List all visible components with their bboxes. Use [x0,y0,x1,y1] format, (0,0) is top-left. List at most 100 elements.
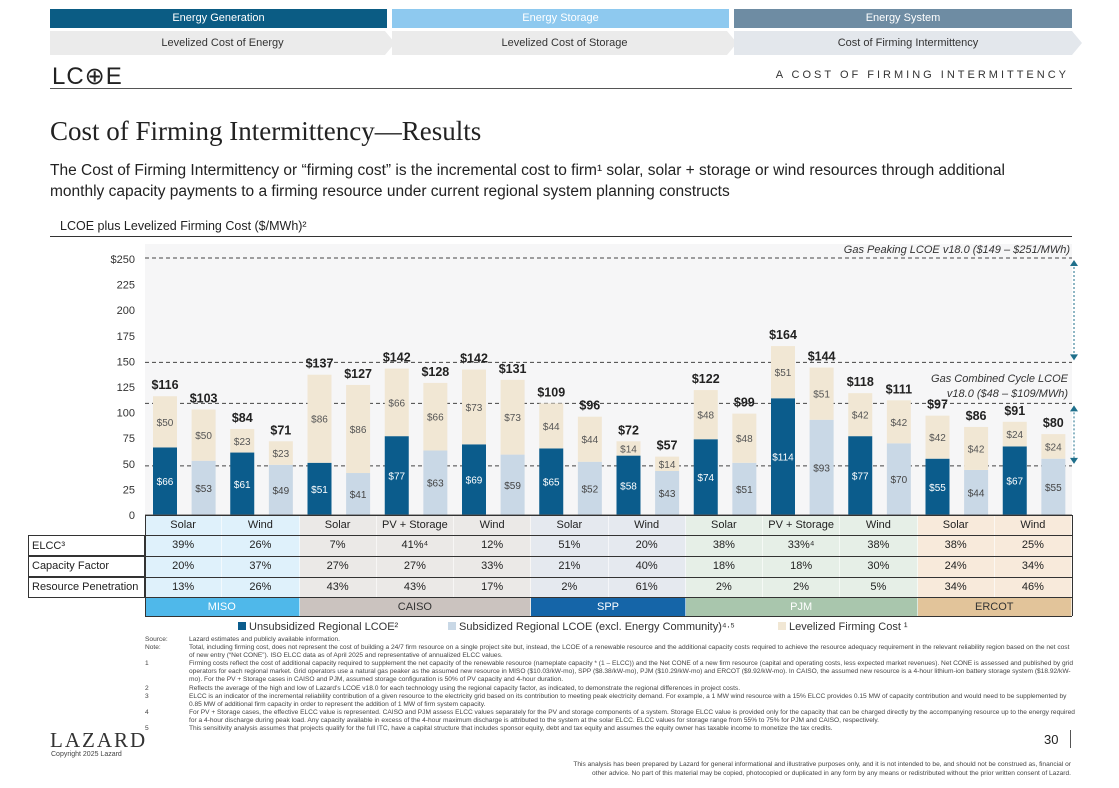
gas-cc-label: v18.0 ($48 – $109/MWh) [947,388,1068,400]
bar-total-label: $137 [306,357,334,371]
table-cell: 46% [994,577,1072,598]
table-cell: 27% [299,556,377,577]
firming-value-label: $86 [350,425,367,436]
firming-value-label: $48 [736,434,753,445]
bar-value-label: $44 [968,488,985,499]
bar-total-label: $128 [421,365,449,379]
tech-header: Solar [531,515,609,535]
firming-value-label: $42 [968,444,985,455]
bar-unsub-base [307,462,332,515]
footnote-key: 3 [145,692,149,700]
firming-value-label: $23 [234,437,251,448]
region-label-caiso: CAISO [299,597,532,616]
footnote-text: Total, including firming cost, does not … [189,644,1070,660]
bar-value-label: $67 [1006,477,1023,488]
footnote-text: For PV + Storage cases, the effective EL… [189,708,1075,724]
bar-value-label: $53 [195,484,212,495]
bar-sub-firming [423,382,448,451]
footnote: 1 Firming costs reflect the cost of addit… [145,660,1075,684]
header-divider [50,88,1072,89]
bar-sub-base [732,462,757,515]
bar-value-label: $55 [929,483,946,494]
firming-value-label: $73 [466,403,483,414]
subtab-lcoe[interactable]: Levelized Cost of Energy [50,31,395,55]
table-cell: 21% [531,556,609,577]
lcoe-logo: LC⊕E [52,63,123,90]
bar-total-label: $111 [886,382,912,396]
bar-value-label: $51 [311,485,328,496]
bar-sub-firming [1041,434,1066,459]
legend-swatch-firming [778,622,786,630]
table-cell: 33%⁴ [763,535,841,556]
y-tick-label: 200 [117,305,135,317]
table-rule [145,616,1072,617]
firming-value-label: $42 [891,418,908,429]
bar-total-label: $127 [344,367,372,381]
bar-unsub-firming [539,403,564,449]
table-cell: 40% [608,556,686,577]
table-rule [28,597,1072,598]
bar-unsub-firming [307,374,332,463]
bar-unsub-firming [771,346,795,399]
tech-header: PV + Storage [763,515,841,535]
firming-value-label: $14 [620,444,637,455]
y-tick-label: 175 [117,331,135,343]
y-tick-label: 75 [123,433,135,445]
legend-swatch-unsubsidized [238,622,246,630]
bar-value-label: $74 [697,473,714,484]
footnote: 3 ELCC is an indicator of the incremental… [145,693,1075,709]
bar-unsub-base [1002,446,1027,515]
bar-total-label: $116 [151,378,178,392]
bar-sub-firming [191,409,216,461]
subtab-lcos[interactable]: Levelized Cost of Storage [392,31,737,55]
table-cell: 33% [454,556,532,577]
bar-value-label: $63 [427,479,444,490]
arrow-down-icon [1070,354,1078,361]
legend-label: Unsubsidized Regional LCOE² [249,621,399,633]
firming-value-label: $44 [543,422,560,433]
bar-value-label: $52 [582,484,599,495]
bar-total-label: $71 [270,423,291,437]
y-tick-label: 125 [117,382,135,394]
y-tick-label: 100 [117,408,135,420]
table-cell: 12% [454,535,532,556]
table-cell: 25% [994,535,1072,556]
table-cell: 39% [145,535,223,556]
bar-total-label: $122 [692,372,720,386]
bar-unsub-firming [1002,421,1027,447]
row-label: Resource Penetration [28,577,145,598]
legend-firming: Levelized Firming Cost ¹ [778,621,908,633]
tab-energy-storage[interactable]: Energy Storage [392,9,729,28]
bar-unsub-base [771,398,795,515]
bar-value-label: $70 [891,475,908,486]
bar-unsub-base [384,436,409,515]
row-label: ELCC³ [28,535,145,556]
bar-value-label: $61 [234,480,251,491]
table-cell: 18% [763,556,841,577]
gas-peaking-label: Gas Peaking LCOE v18.0 ($149 – $251/MWh) [844,244,1071,256]
bar-total-label: $84 [232,411,253,425]
tech-header: Solar [917,515,995,535]
tab-energy-generation[interactable]: Energy Generation [50,9,387,28]
tech-header: Solar [145,515,223,535]
bar-total-label: $131 [499,362,527,376]
table-cell: 41%⁴ [376,535,454,556]
legend-unsubsidized: Unsubsidized Regional LCOE² [238,621,398,633]
bar-value-label: $49 [273,486,290,497]
bar-unsub-base [462,444,486,515]
table-cell: 38% [917,535,995,556]
bar-value-label: $93 [813,463,830,474]
firming-value-label: $48 [697,411,714,422]
region-label-spp: SPP [531,597,686,616]
bar-sub-base [268,464,293,515]
subtab-firming[interactable]: Cost of Firming Intermittency [734,31,1082,55]
firming-value-label: $66 [427,413,444,424]
y-tick-label: 0 [129,510,135,520]
bar-sub-firming [577,416,602,462]
bar-total-label: $80 [1043,416,1064,430]
bar-total-label: $103 [190,392,218,406]
y-tick-label: 150 [117,356,135,368]
firming-value-label: $14 [659,460,676,471]
page-number-divider [1070,730,1071,748]
tab-energy-system[interactable]: Energy System [734,9,1072,28]
